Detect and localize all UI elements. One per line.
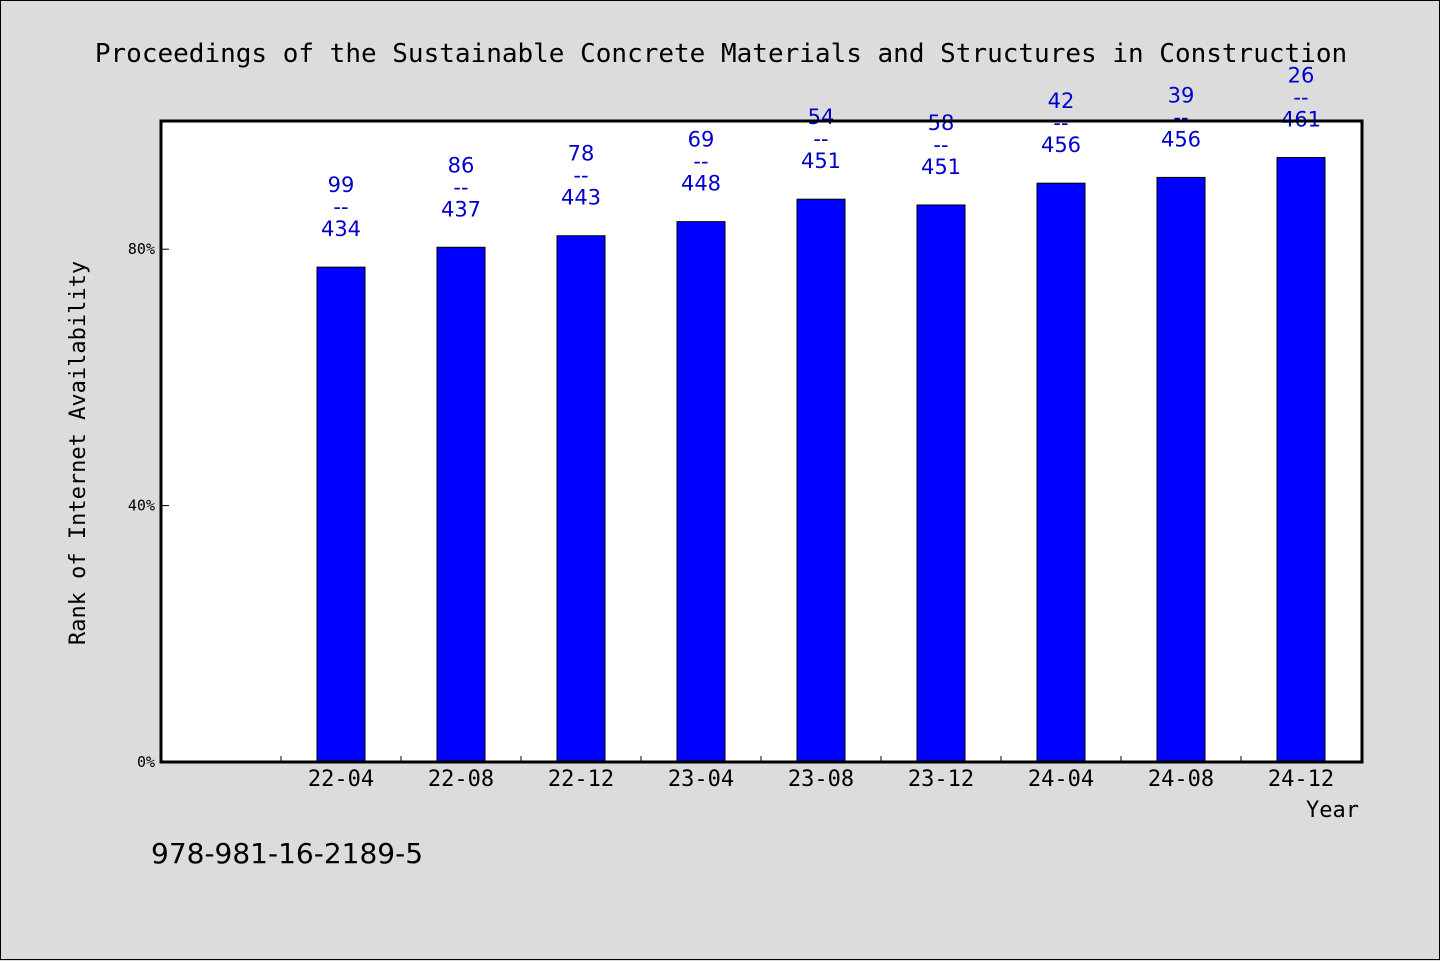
plot-border: [159, 119, 1364, 764]
x-tick-label: 22-08: [428, 767, 494, 792]
data-label: 434: [321, 217, 361, 241]
data-label: 26: [1288, 64, 1315, 88]
x-tick-label: 24-12: [1268, 767, 1334, 792]
data-label: --: [453, 175, 468, 199]
y-tick-label: 80%: [128, 240, 155, 258]
y-tick-label: 40%: [128, 497, 155, 515]
data-label: --: [573, 164, 588, 188]
data-label: --: [693, 150, 708, 174]
x-tick-label: 22-12: [548, 767, 614, 792]
bars: [316, 157, 1326, 763]
data-label: --: [333, 195, 348, 219]
data-label: 58: [928, 111, 955, 135]
bar: [796, 198, 846, 763]
bar: [316, 266, 366, 763]
x-tick-label: 23-08: [788, 767, 854, 792]
x-tick-label: 24-04: [1028, 767, 1094, 792]
data-label: 451: [801, 149, 841, 173]
data-label: 78: [568, 142, 595, 166]
data-label: --: [1173, 105, 1188, 129]
data-label: 456: [1041, 133, 1081, 157]
y-tick-label: 0%: [137, 753, 155, 771]
x-tick-label: 23-12: [908, 767, 974, 792]
data-label: 39: [1168, 83, 1195, 107]
bar: [1276, 157, 1326, 763]
isbn-footer: 978-981-16-2189-5: [151, 837, 423, 870]
data-label: --: [1293, 86, 1308, 110]
data-label: 86: [448, 153, 475, 177]
x-tick-label: 24-08: [1148, 767, 1214, 792]
data-label: 54: [808, 105, 835, 129]
bar: [676, 221, 726, 763]
bar: [916, 204, 966, 763]
data-label: 437: [441, 197, 481, 221]
data-label: 456: [1161, 127, 1201, 151]
data-labels: 99--43486--43778--44369--44854--45158--4…: [321, 64, 1321, 242]
data-label: 448: [681, 172, 721, 196]
x-tick-label: 22-04: [308, 767, 374, 792]
bar: [1156, 176, 1206, 763]
data-label: --: [813, 127, 828, 151]
data-label: 451: [921, 155, 961, 179]
y-axis-label: Rank of Internet Availability: [66, 261, 91, 645]
chart-title: Proceedings of the Sustainable Concrete …: [95, 39, 1347, 69]
data-label: --: [933, 133, 948, 157]
bar: [556, 235, 606, 763]
data-label: 443: [561, 186, 601, 210]
x-tick-label: 23-04: [668, 767, 734, 792]
bar: [1036, 182, 1086, 763]
y-ticks: 0% 40% 80%: [128, 240, 169, 771]
x-axis-label: Year: [1306, 798, 1359, 823]
x-ticks: 22-04 22-08 22-12 23-04 23-08 23-12 24-04 24-08…: [280, 756, 1362, 792]
data-label: --: [1053, 111, 1068, 135]
data-label: 69: [688, 128, 715, 152]
data-label: 99: [328, 173, 355, 197]
data-label: 42: [1048, 89, 1075, 113]
bar: [436, 246, 486, 763]
